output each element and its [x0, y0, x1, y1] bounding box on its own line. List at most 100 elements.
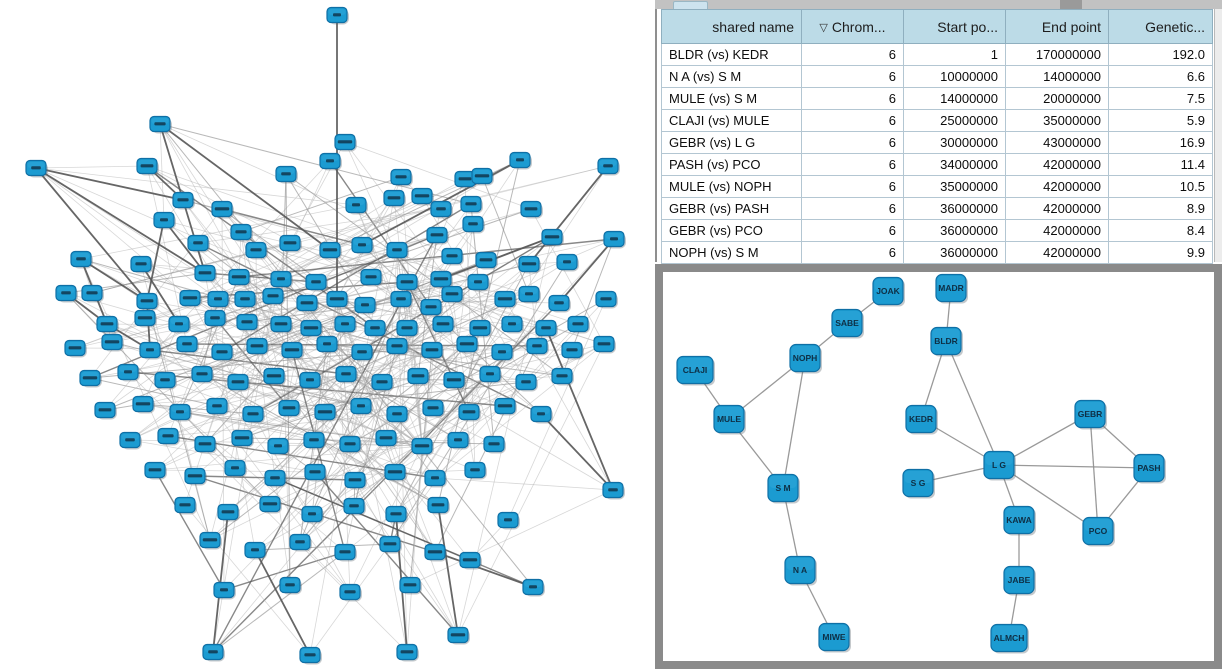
- table-cell[interactable]: 42000000: [1005, 175, 1109, 198]
- network-node[interactable]: S M: [767, 473, 800, 504]
- network-node[interactable]: [132, 395, 155, 414]
- table-cell[interactable]: 7.5: [1108, 87, 1213, 110]
- network-node[interactable]: MULE: [713, 404, 746, 435]
- network-node[interactable]: MIWE: [818, 622, 851, 653]
- network-node[interactable]: [522, 578, 545, 597]
- network-node[interactable]: [420, 298, 443, 317]
- network-node[interactable]: [530, 405, 553, 424]
- network-node[interactable]: [234, 290, 257, 309]
- network-node[interactable]: [262, 287, 285, 306]
- table-cell[interactable]: 42000000: [1005, 153, 1109, 176]
- table-cell[interactable]: 6: [801, 175, 904, 198]
- network-node[interactable]: [396, 643, 419, 662]
- network-node[interactable]: [497, 511, 520, 530]
- network-node[interactable]: [541, 228, 564, 247]
- network-node[interactable]: [350, 397, 373, 416]
- network-node[interactable]: [305, 273, 328, 292]
- table-cell[interactable]: 16.9: [1108, 131, 1213, 154]
- network-node[interactable]: [603, 230, 626, 249]
- table-cell[interactable]: 6: [801, 131, 904, 154]
- table-cell[interactable]: GEBR (vs) PASH: [661, 197, 802, 220]
- network-node[interactable]: [79, 369, 102, 388]
- network-node[interactable]: [64, 339, 87, 358]
- network-node[interactable]: [501, 315, 524, 334]
- table-cell[interactable]: 43000000: [1005, 131, 1109, 154]
- table-cell[interactable]: 36000000: [903, 219, 1006, 242]
- table-cell[interactable]: 8.4: [1108, 219, 1213, 242]
- network-node[interactable]: [351, 343, 374, 362]
- network-node[interactable]: [595, 290, 618, 309]
- network-node[interactable]: [364, 319, 387, 338]
- network-node[interactable]: [360, 268, 383, 287]
- network-node[interactable]: [411, 187, 434, 206]
- network-node[interactable]: [117, 363, 140, 382]
- network-node[interactable]: [281, 341, 304, 360]
- network-node[interactable]: NOPH: [789, 343, 822, 374]
- subnetwork-canvas[interactable]: JOAK SABE NOPH CLAJI MULE S M N A MIWE MADR BLDR K…: [663, 272, 1214, 661]
- network-node[interactable]: SABE: [831, 308, 864, 339]
- network-node[interactable]: [55, 284, 78, 303]
- network-node[interactable]: [460, 195, 483, 214]
- network-node[interactable]: [518, 285, 541, 304]
- table-cell[interactable]: PASH (vs) PCO: [661, 153, 802, 176]
- network-node[interactable]: [168, 315, 191, 334]
- network-node[interactable]: [96, 315, 119, 334]
- network-node[interactable]: [319, 241, 342, 260]
- network-node[interactable]: [441, 285, 464, 304]
- network-node[interactable]: [242, 405, 265, 424]
- table-cell[interactable]: 14000000: [903, 87, 1006, 110]
- network-node[interactable]: [344, 471, 367, 490]
- network-node[interactable]: [231, 429, 254, 448]
- network-node[interactable]: [136, 157, 159, 176]
- network-node[interactable]: [411, 437, 434, 456]
- table-cell[interactable]: 6: [801, 87, 904, 110]
- column-header-3[interactable]: End point: [1005, 9, 1109, 44]
- network-node[interactable]: [194, 264, 217, 283]
- network-node[interactable]: [567, 315, 590, 334]
- network-node[interactable]: [179, 289, 202, 308]
- network-node[interactable]: [259, 495, 282, 514]
- network-node[interactable]: [303, 431, 326, 450]
- table-row[interactable]: MULE (vs) S M 6 14000000 20000000 7.5: [661, 87, 1213, 110]
- network-node[interactable]: [464, 461, 487, 480]
- network-node[interactable]: [289, 533, 312, 552]
- network-node[interactable]: [339, 583, 362, 602]
- network-node[interactable]: [471, 167, 494, 186]
- network-node[interactable]: [424, 543, 447, 562]
- network-node[interactable]: [267, 437, 290, 456]
- network-node[interactable]: [144, 461, 167, 480]
- network-node[interactable]: [396, 319, 419, 338]
- table-cell[interactable]: 6: [801, 43, 904, 66]
- network-node[interactable]: [169, 403, 192, 422]
- network-node[interactable]: [343, 497, 366, 516]
- table-cell[interactable]: 11.4: [1108, 153, 1213, 176]
- table-cell[interactable]: 20000000: [1005, 87, 1109, 110]
- table-cell[interactable]: 35000000: [1005, 109, 1109, 132]
- table-cell[interactable]: 14000000: [1005, 65, 1109, 88]
- network-node[interactable]: [390, 168, 413, 187]
- network-node[interactable]: [447, 431, 470, 450]
- network-node[interactable]: [81, 284, 104, 303]
- network-node[interactable]: [224, 459, 247, 478]
- table-row[interactable]: GEBR (vs) L G 6 30000000 43000000 16.9: [661, 131, 1213, 154]
- network-node[interactable]: [149, 115, 172, 134]
- table-cell[interactable]: 30000000: [903, 131, 1006, 154]
- network-node[interactable]: BLDR: [930, 326, 963, 357]
- table-cell[interactable]: 36000000: [903, 197, 1006, 220]
- network-node[interactable]: [299, 646, 322, 665]
- network-node[interactable]: [236, 313, 259, 332]
- network-node[interactable]: [384, 463, 407, 482]
- table-cell[interactable]: 25000000: [903, 109, 1006, 132]
- network-node[interactable]: [206, 397, 229, 416]
- network-node[interactable]: PASH: [1133, 453, 1166, 484]
- table-cell[interactable]: 35000000: [903, 175, 1006, 198]
- network-node[interactable]: [390, 290, 413, 309]
- table-cell[interactable]: N A (vs) S M: [661, 65, 802, 88]
- table-cell[interactable]: GEBR (vs) L G: [661, 131, 802, 154]
- vertical-scrollbar[interactable]: [1214, 9, 1222, 262]
- network-node[interactable]: [326, 290, 349, 309]
- network-node[interactable]: [526, 337, 549, 356]
- network-node[interactable]: [270, 270, 293, 289]
- network-node[interactable]: [335, 365, 358, 384]
- network-node[interactable]: [458, 403, 481, 422]
